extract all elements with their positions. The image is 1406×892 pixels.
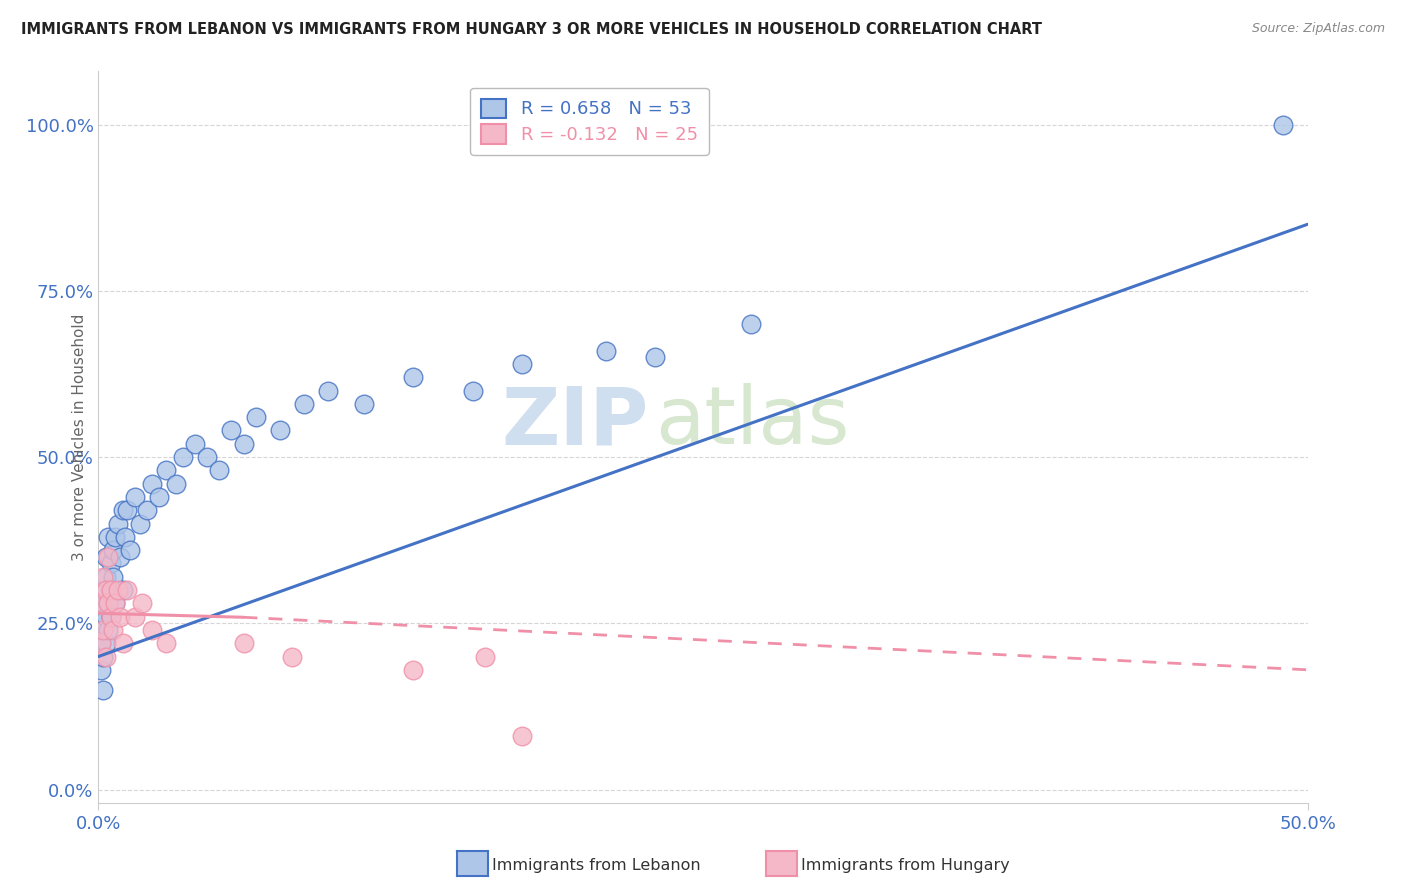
Point: [91, 682, 114, 697]
Point: [474, 649, 496, 664]
Point: [111, 503, 134, 517]
Point: [172, 450, 194, 464]
Point: [195, 450, 218, 464]
Point: [91, 596, 114, 610]
Point: [100, 609, 122, 624]
Point: [208, 463, 231, 477]
Legend: R = 0.658   N = 53, R = -0.132   N = 25: R = 0.658 N = 53, R = -0.132 N = 25: [470, 87, 709, 154]
Point: [97, 623, 120, 637]
Point: [100, 582, 122, 597]
Point: [91, 649, 114, 664]
Point: [124, 490, 146, 504]
Point: [135, 503, 157, 517]
Point: [353, 397, 375, 411]
Point: [90, 616, 112, 631]
Point: [155, 636, 177, 650]
Point: [232, 436, 254, 450]
Point: [1272, 118, 1295, 132]
Text: ZIP: ZIP: [502, 384, 648, 461]
Point: [107, 582, 129, 597]
Point: [124, 609, 146, 624]
Point: [510, 357, 533, 371]
Point: [131, 596, 153, 610]
Point: [100, 582, 122, 597]
Point: [111, 636, 134, 650]
Point: [100, 609, 122, 624]
Point: [141, 476, 163, 491]
Point: [510, 729, 533, 743]
Point: [245, 410, 267, 425]
Point: [221, 424, 243, 438]
Point: [90, 636, 112, 650]
Point: [595, 343, 617, 358]
Point: [292, 397, 315, 411]
Point: [155, 463, 177, 477]
Point: [117, 582, 139, 597]
Point: [316, 384, 339, 398]
Text: Source: ZipAtlas.com: Source: ZipAtlas.com: [1251, 22, 1385, 36]
Point: [118, 543, 141, 558]
Point: [184, 436, 207, 450]
Point: [114, 530, 136, 544]
Point: [101, 543, 124, 558]
Point: [101, 570, 124, 584]
Point: [402, 663, 425, 677]
Point: [104, 596, 127, 610]
Point: [111, 582, 134, 597]
Text: IMMIGRANTS FROM LEBANON VS IMMIGRANTS FROM HUNGARY 3 OR MORE VEHICLES IN HOUSEHO: IMMIGRANTS FROM LEBANON VS IMMIGRANTS FR…: [21, 22, 1042, 37]
Point: [90, 663, 112, 677]
Point: [141, 623, 163, 637]
Point: [90, 636, 112, 650]
Point: [97, 549, 120, 564]
Point: [402, 370, 425, 384]
Point: [281, 649, 304, 664]
Text: Immigrants from Lebanon: Immigrants from Lebanon: [492, 858, 700, 872]
Point: [148, 490, 170, 504]
Point: [101, 623, 124, 637]
Point: [740, 317, 762, 331]
Point: [97, 596, 120, 610]
Point: [108, 609, 131, 624]
Point: [107, 516, 129, 531]
Point: [104, 530, 127, 544]
Y-axis label: 3 or more Vehicles in Household: 3 or more Vehicles in Household: [72, 313, 87, 561]
Point: [232, 636, 254, 650]
Text: atlas: atlas: [655, 384, 849, 461]
Point: [94, 636, 117, 650]
Point: [91, 623, 114, 637]
Point: [94, 649, 117, 664]
Point: [165, 476, 187, 491]
Point: [91, 570, 114, 584]
Point: [104, 596, 127, 610]
Point: [108, 549, 131, 564]
Point: [97, 530, 120, 544]
Point: [100, 557, 122, 571]
Point: [91, 582, 114, 597]
Point: [94, 570, 117, 584]
Point: [97, 596, 120, 610]
Point: [644, 351, 666, 365]
Point: [269, 424, 291, 438]
Point: [94, 609, 117, 624]
Text: Immigrants from Hungary: Immigrants from Hungary: [801, 858, 1010, 872]
Point: [94, 549, 117, 564]
Point: [128, 516, 150, 531]
Point: [90, 596, 112, 610]
Point: [463, 384, 485, 398]
Point: [117, 503, 139, 517]
Point: [94, 582, 117, 597]
